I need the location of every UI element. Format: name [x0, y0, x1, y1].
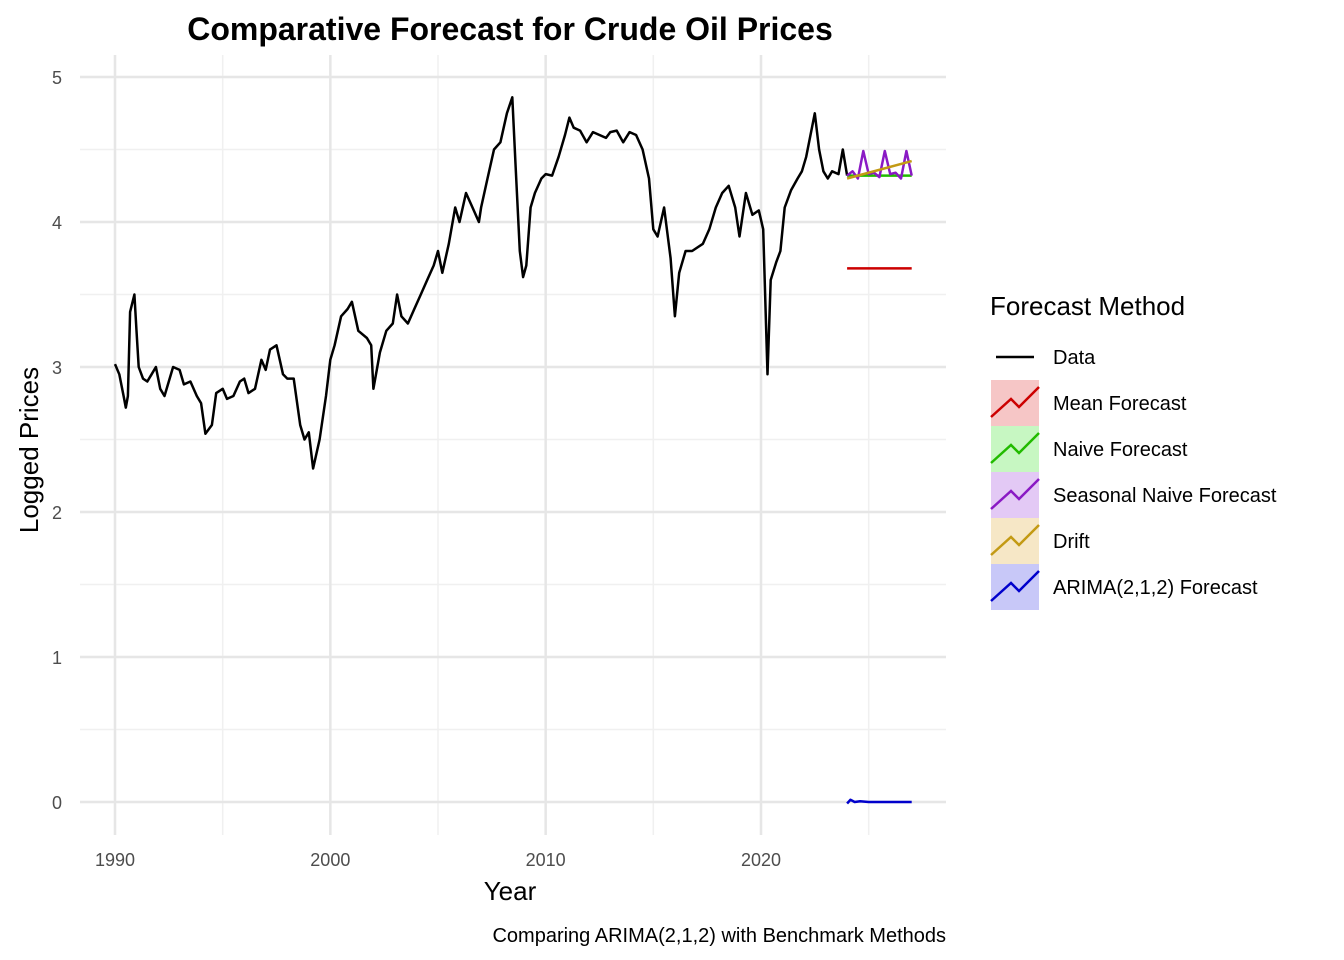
y-axis-ticks: 0 1 2 3 4 5	[52, 68, 62, 813]
legend-key	[990, 518, 1040, 564]
y-tick-label: 5	[52, 68, 62, 88]
legend-line-swatch	[990, 478, 1040, 510]
legend-line-swatch	[990, 432, 1040, 464]
legend-label: Naive Forecast	[1053, 439, 1188, 461]
series-line-drift	[846, 159, 913, 180]
y-tick-label: 2	[52, 503, 62, 523]
series-layer	[113, 96, 913, 805]
x-axis-ticks: 1990 2000 2010 2020	[95, 850, 781, 870]
legend-line-swatch	[990, 570, 1040, 602]
legend-key	[990, 564, 1040, 610]
y-tick-label: 0	[52, 793, 62, 813]
legend-line-swatch	[990, 386, 1040, 418]
series-line-data	[113, 96, 849, 470]
legend-line-swatch	[990, 524, 1040, 556]
legend-key	[990, 426, 1040, 472]
y-tick-label: 3	[52, 358, 62, 378]
legend-key	[990, 472, 1040, 518]
legend-label: Data	[1053, 347, 1096, 369]
y-tick-label: 4	[52, 213, 62, 233]
x-tick-label: 1990	[95, 850, 135, 870]
x-tick-label: 2000	[310, 850, 350, 870]
legend: Forecast Method Data Mean Forecast Naive F…	[990, 291, 1277, 610]
x-tick-label: 2010	[526, 850, 566, 870]
y-tick-label: 1	[52, 648, 62, 668]
legend-label: ARIMA(2,1,2) Forecast	[1053, 577, 1258, 599]
legend-title: Forecast Method	[990, 291, 1185, 321]
grid	[80, 55, 946, 835]
legend-label: Drift	[1053, 531, 1090, 553]
x-tick-label: 2020	[741, 850, 781, 870]
x-axis-title: Year	[484, 876, 537, 906]
legend-label: Mean Forecast	[1053, 393, 1187, 415]
chart-caption: Comparing ARIMA(2,1,2) with Benchmark Me…	[492, 925, 946, 947]
series-line-arima-2-1-2-forecast	[846, 798, 912, 805]
legend-label: Seasonal Naive Forecast	[1053, 485, 1277, 507]
chart-title: Comparative Forecast for Crude Oil Price…	[187, 11, 833, 47]
y-axis-title: Logged Prices	[14, 367, 44, 533]
series-line-seasonal-naive-forecast	[846, 149, 913, 180]
legend-key	[990, 380, 1040, 426]
